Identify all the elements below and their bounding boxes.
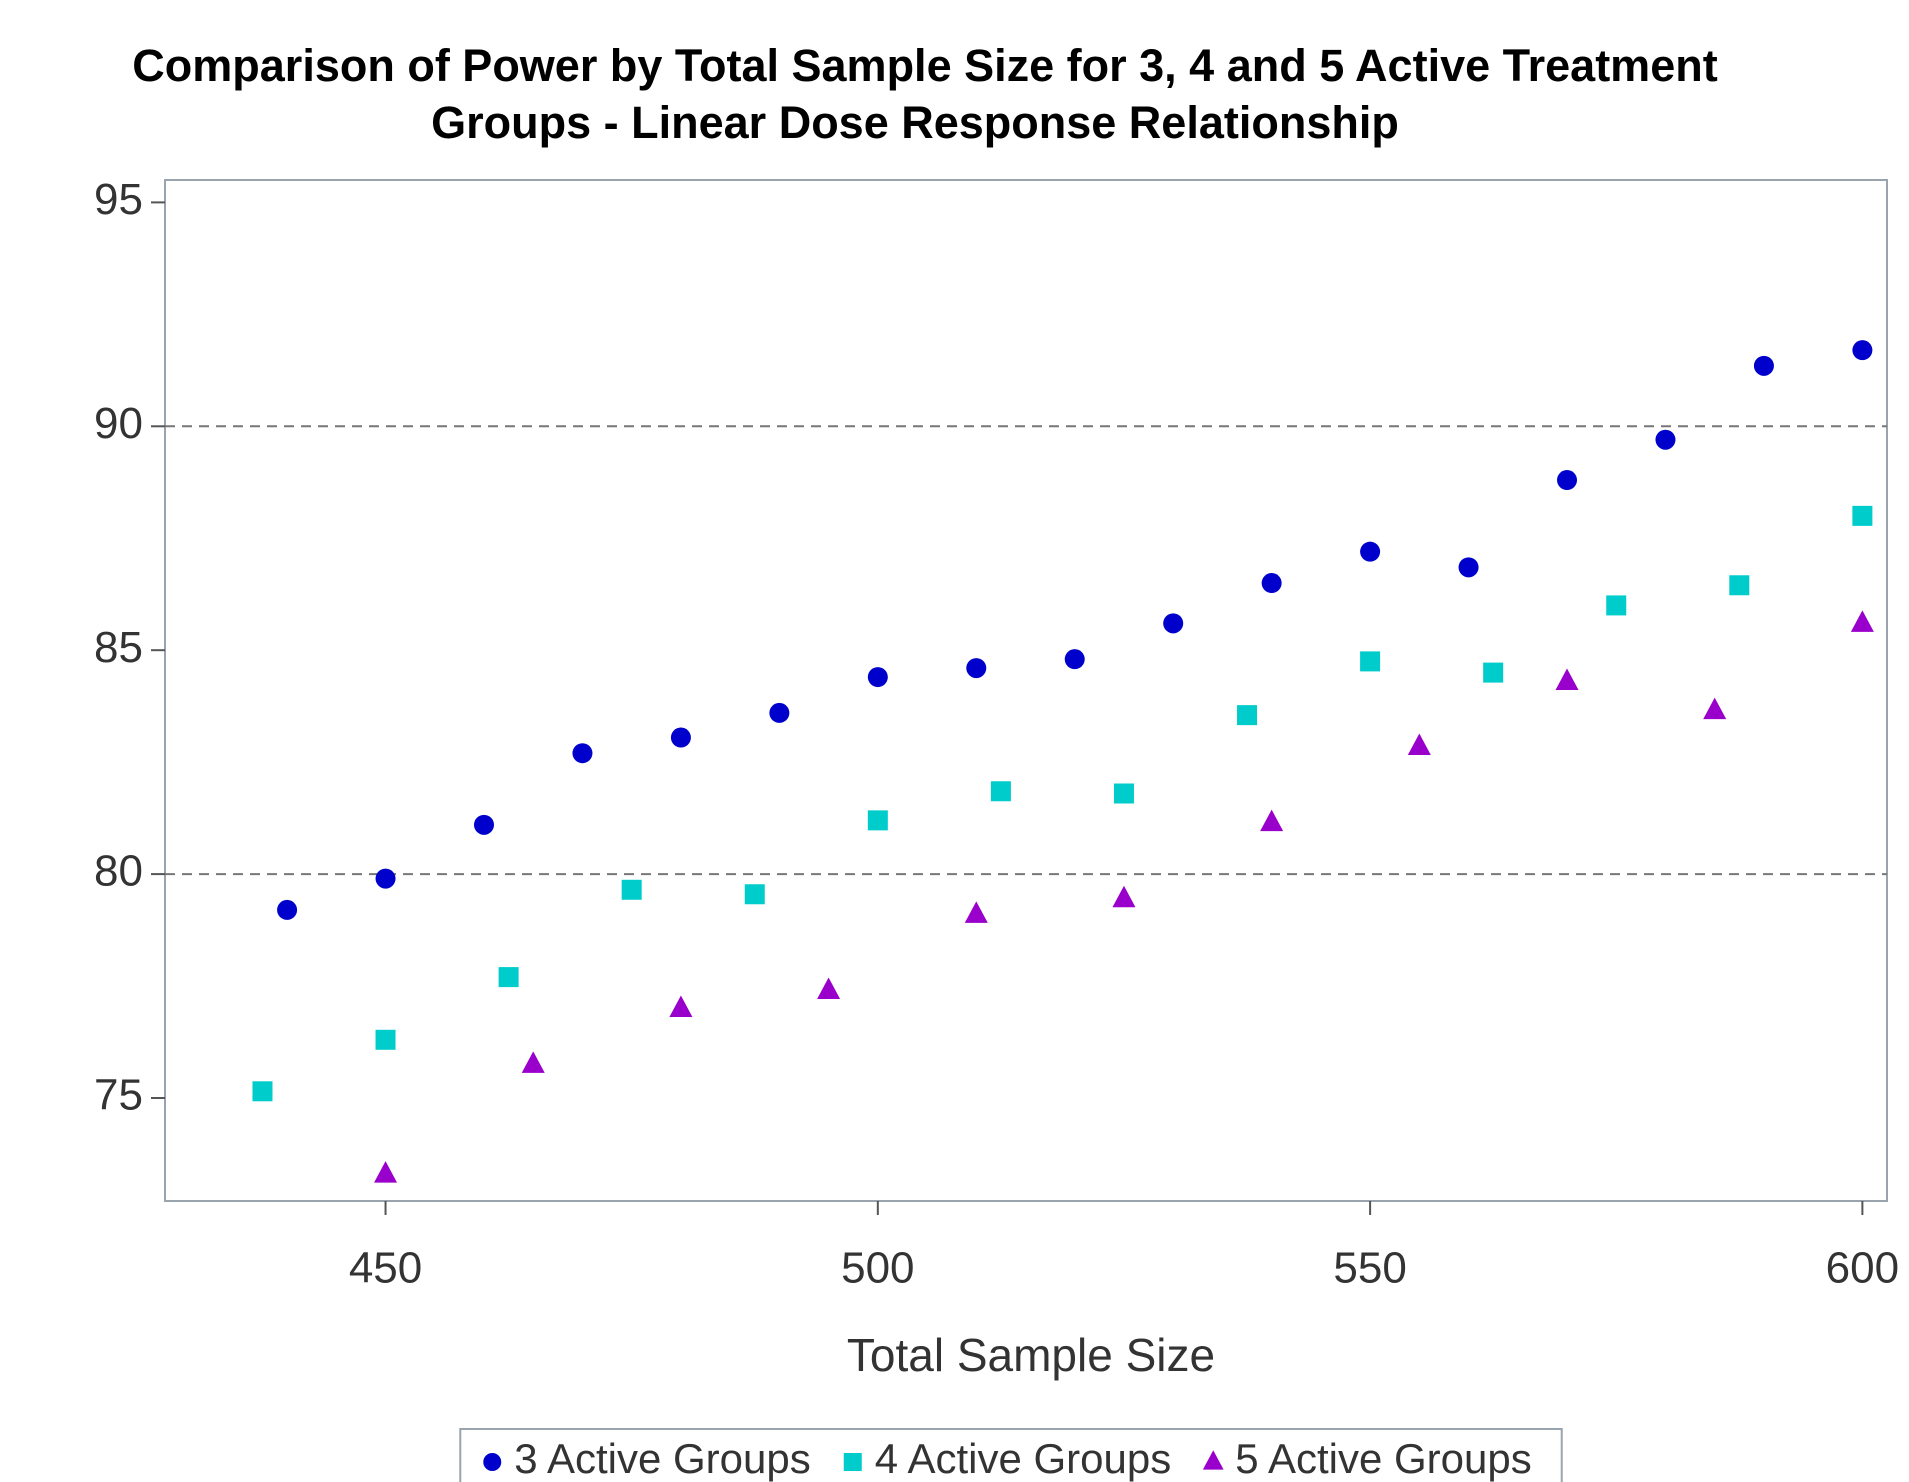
y-tick-label: 90 [94, 399, 143, 448]
chart-title: Groups - Linear Dose Response Relationsh… [431, 97, 1399, 148]
legend-label: 3 Active Groups [514, 1435, 810, 1482]
circle-marker [1557, 470, 1578, 491]
square-marker [252, 1081, 273, 1102]
square-marker [1852, 505, 1873, 526]
circle-marker [1655, 429, 1676, 450]
plot-frame [164, 179, 1888, 1202]
circle-marker [670, 727, 691, 748]
y-tick-label: 80 [94, 847, 143, 896]
circle-marker [1163, 613, 1184, 634]
square-marker [744, 884, 765, 905]
circle-marker [1261, 573, 1282, 594]
circle-marker [277, 899, 298, 920]
triangle-marker [1112, 885, 1136, 908]
circle-marker [1753, 355, 1774, 376]
y-tick-label: 85 [94, 623, 143, 672]
square-marker [1113, 783, 1134, 804]
triangle-marker [1850, 610, 1874, 632]
circle-marker [473, 814, 494, 835]
x-axis-label: Total Sample Size [847, 1329, 1215, 1381]
square-marker [375, 1029, 396, 1050]
square-marker [1606, 595, 1627, 616]
chart-title: Comparison of Power by Total Sample Size… [132, 40, 1717, 91]
circle-marker [1852, 340, 1873, 361]
circle-marker [867, 667, 888, 688]
triangle-marker [374, 1161, 398, 1183]
triangle-marker [1703, 697, 1727, 720]
square-marker [621, 879, 642, 900]
x-tick-label: 450 [349, 1244, 422, 1293]
circle-marker [1458, 557, 1479, 578]
square-marker [1483, 662, 1504, 683]
y-tick-label: 75 [94, 1071, 143, 1120]
triangle-marker [1202, 1450, 1224, 1470]
legend-label: 5 Active Groups [1235, 1435, 1531, 1482]
triangle-marker [1407, 733, 1431, 755]
triangle-marker [964, 901, 988, 923]
circle-marker [483, 1453, 502, 1471]
circle-marker [769, 702, 790, 723]
triangle-marker [521, 1051, 545, 1073]
square-marker [990, 781, 1011, 802]
y-tick-label: 95 [94, 175, 143, 224]
square-marker [1237, 705, 1258, 726]
x-tick-label: 600 [1826, 1244, 1899, 1293]
x-tick-label: 550 [1333, 1244, 1406, 1293]
circle-marker [1360, 541, 1381, 562]
square-marker [1360, 651, 1381, 672]
triangle-marker [817, 977, 841, 1000]
legend-label: 4 Active Groups [875, 1435, 1171, 1482]
triangle-marker [669, 995, 693, 1017]
square-marker [498, 967, 519, 988]
circle-marker [1064, 649, 1085, 670]
legend-box [459, 1428, 1563, 1482]
circle-marker [572, 743, 593, 764]
triangle-marker [1260, 809, 1284, 832]
square-marker [867, 810, 888, 831]
circle-marker [966, 658, 987, 679]
square-marker [843, 1453, 862, 1471]
x-tick-label: 500 [841, 1244, 914, 1293]
square-marker [1729, 575, 1750, 596]
triangle-marker [1555, 668, 1579, 691]
circle-marker [375, 868, 396, 889]
